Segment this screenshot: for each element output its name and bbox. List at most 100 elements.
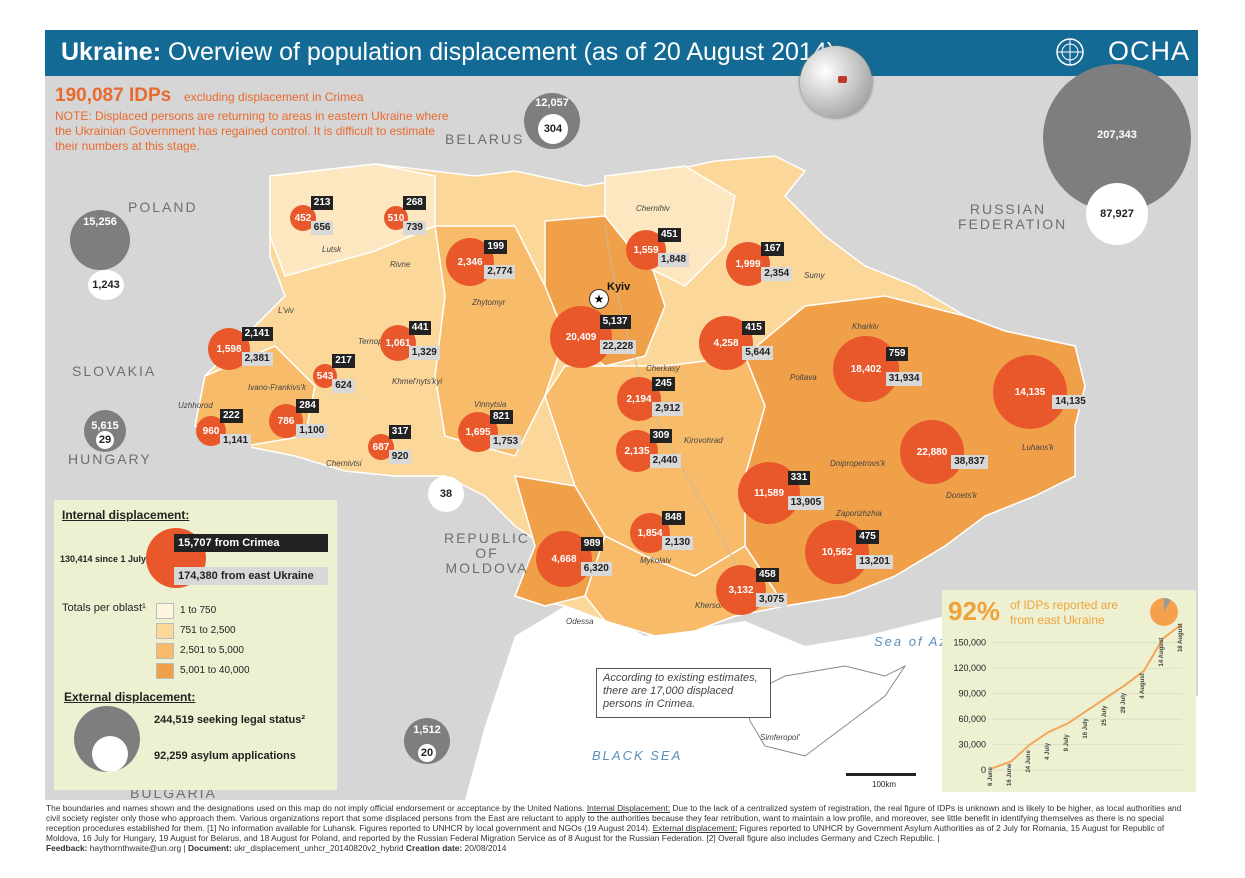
footer-text-1: The boundaries and names shown and the d… <box>46 803 585 813</box>
inset-y-tick: 150,000 <box>953 638 986 648</box>
external-value-belarus: 12,057 <box>535 97 569 109</box>
oblast-other-label: 1,141 <box>220 434 252 448</box>
city-label: Uzhhorod <box>178 401 213 410</box>
country-hungary: HUNGARY <box>68 451 152 467</box>
footer-feedback-link[interactable]: haythornthwaite@un.org <box>89 843 182 853</box>
legend-swatch <box>156 623 174 639</box>
legend-internal-title: Internal displacement: <box>62 508 190 522</box>
idp-headline: 190,087 IDPs <box>55 85 172 106</box>
oblast-returned-label: 199 <box>484 240 508 254</box>
oblast-returned-label: 245 <box>652 377 675 391</box>
oblast-returned-label: 451 <box>658 228 681 242</box>
legend-swatch <box>156 603 174 619</box>
footer-text-2: Due to the lack of a centralized system … <box>46 803 1182 833</box>
oblast-total-bubble: 14,135 <box>993 355 1067 429</box>
footer-document: ukr_displacement_unhcr_20140820v2_hybrid <box>234 843 404 853</box>
oblast-returned-label: 217 <box>332 354 355 368</box>
footer-external-label: External displacement: <box>652 823 738 833</box>
oblast-returned-label: 167 <box>761 242 784 256</box>
oblast-other-label: 1,100 <box>296 424 328 438</box>
sea-black: BLACK SEA <box>592 748 683 763</box>
legend-asylum: 92,259 asylum applications <box>154 750 296 762</box>
oblast-total-bubble: 18,402 <box>833 336 899 402</box>
legend-panel: Internal displacement: 130,414 since 1 J… <box>54 500 337 790</box>
city-label: Poltava <box>790 373 817 382</box>
legend-from-east: 174,380 from east Ukraine <box>174 567 328 585</box>
inset-x-label: 4 July <box>1045 742 1051 760</box>
legend-legal-status: 244,519 seeking legal status² <box>154 714 306 726</box>
oblast-returned-label: 222 <box>220 409 243 423</box>
external-value-romania: 1,512 <box>413 724 441 736</box>
oblast-other-label: 5,644 <box>742 346 774 360</box>
inset-series-line <box>991 623 1183 770</box>
inset-x-label: 14 August <box>1159 638 1165 667</box>
idp-subtext: excluding displacement in Crimea <box>184 90 364 104</box>
oblast-total-bubble: 22,880 <box>900 420 964 484</box>
oblast-returned-label: 331 <box>787 471 811 485</box>
inset-line-chart: 150,000 120,000 90,000 60,000 30,000 0 6 June 1… <box>953 623 1184 786</box>
legend-from-crimea: 15,707 from Crimea <box>174 534 328 552</box>
footer-text-3: Figures reported to UNHCR by Government … <box>46 823 1165 843</box>
scale-bar <box>846 773 916 776</box>
footer-feedback-label: Feedback: <box>46 843 88 853</box>
legend-external-inner <box>92 736 128 772</box>
city-label: Simferopol' <box>760 733 800 742</box>
inset-chart-panel: 92% of IDPs reported are from east Ukrai… <box>942 590 1196 792</box>
capital-star-icon: ★ <box>589 289 609 309</box>
oblast-other-label: 2,774 <box>484 265 516 279</box>
idp-note: NOTE: Displaced persons are returning to… <box>55 109 449 153</box>
city-label: Sumy <box>804 271 825 280</box>
city-label: Khmel'nyts'kyi <box>392 377 443 386</box>
legend-class-label: 2,501 to 5,000 <box>180 645 244 656</box>
oblast-other-label: 2,354 <box>761 267 793 281</box>
oblast-other-label: 1,753 <box>490 435 522 449</box>
oblast-returned-label: 475 <box>856 530 879 544</box>
city-label: Vinnytsia <box>474 400 507 409</box>
oblast-returned-label: 5,137 <box>599 315 631 329</box>
globe-locator-icon <box>800 46 872 118</box>
footer-document-label: Document: <box>188 843 232 853</box>
legend-swatch <box>156 643 174 659</box>
inset-x-label: 6 June <box>988 766 994 786</box>
city-label: Rivne <box>390 260 411 269</box>
oblast-other-label: 1,329 <box>408 346 440 360</box>
title-rest: Overview of population displacement (as … <box>168 38 836 66</box>
capital-label: Kyiv <box>607 281 631 293</box>
country-poland: POLAND <box>128 199 198 215</box>
oblast-other-label: 22,228 <box>599 340 637 354</box>
oblast-other-label: 656 <box>310 221 334 235</box>
inset-x-label: 16 July <box>1083 718 1089 739</box>
legend-external-title: External displacement: <box>64 690 196 704</box>
oblast-other-label: 2,440 <box>649 454 681 468</box>
city-label: Zhytomyr <box>472 298 506 307</box>
inset-x-label: 29 July <box>1121 692 1127 713</box>
external-inner-russia: 87,927 <box>1086 183 1148 245</box>
oblast-other-label: 2,912 <box>652 402 684 416</box>
city-label: Kharkiv <box>852 322 879 331</box>
country-slovakia: SLOVAKIA <box>72 363 157 379</box>
oblast-returned-label: 2,141 <box>241 327 273 341</box>
external-inner-poland: 1,243 <box>88 270 124 300</box>
city-label: Lutsk <box>322 245 342 254</box>
city-label: Dnipropetrovs'k <box>830 459 886 468</box>
oblast-other-label: 14,135 <box>1052 395 1089 409</box>
legend-swatch <box>156 663 174 679</box>
oblast-returned-label: 309 <box>649 429 673 443</box>
country-moldova: REPUBLIC OF MOLDOVA <box>443 530 531 576</box>
country-russia: RUSSIAN FEDERATION <box>958 201 1068 232</box>
inset-x-label: 9 July <box>1064 734 1070 752</box>
oblast-returned-label: 268 <box>403 196 426 210</box>
external-inner-hungary: 29 <box>96 431 114 449</box>
oblast-other-label: 739 <box>403 221 426 235</box>
inset-percent: 92% <box>948 596 1001 626</box>
inset-x-label: 16 June <box>1007 763 1013 786</box>
oblast-other-label: 3,075 <box>756 593 788 607</box>
oblast-other-label: 2,130 <box>662 536 694 550</box>
oblast-returned-label: 415 <box>742 321 765 335</box>
external-value-poland: 15,256 <box>83 216 117 228</box>
crimea-note: According to existing estimates, there a… <box>596 668 771 718</box>
city-label: Kirovohrad <box>684 436 723 445</box>
page-title: Ukraine: Overview of population displace… <box>61 38 835 67</box>
inset-x-label: 4 August <box>1140 673 1146 698</box>
city-label: Donets'k <box>946 491 977 500</box>
